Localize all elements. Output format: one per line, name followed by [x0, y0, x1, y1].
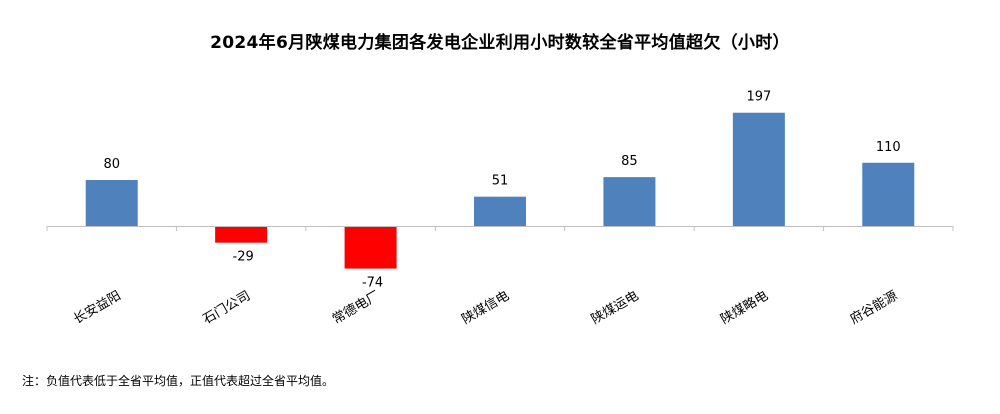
bar-value-label: -74 — [362, 276, 383, 291]
category-label: 常德电厂 — [330, 288, 383, 327]
chart-title: 2024年6月陕煤电力集团各发电企业利用小时数较全省平均值超欠（小时） — [210, 33, 790, 53]
value-labels-group: 80 -29 -74 51 85 197 110 — [103, 90, 900, 291]
bar-value-label: 197 — [746, 90, 771, 105]
bar — [474, 196, 526, 226]
category-label: 陕煤信电 — [459, 288, 512, 327]
category-label: 府谷能源 — [848, 288, 901, 327]
category-labels-group: 长安益阳 石门公司 常德电厂 陕煤信电 陕煤运电 陕煤略电 府谷能源 — [71, 288, 900, 328]
category-label: 石门公司 — [201, 288, 254, 327]
bar — [215, 226, 268, 243]
bars-group — [85, 112, 915, 269]
category-label: 陕煤略电 — [718, 288, 771, 328]
bar-value-label: 80 — [103, 157, 120, 172]
axis-ticks-group — [46, 226, 954, 231]
category-label: 长安益阳 — [71, 288, 124, 327]
bar — [85, 180, 138, 226]
bar — [862, 162, 915, 226]
chart-note: 注：负值代表低于全省平均值，正值代表超过全省平均值。 — [22, 374, 335, 388]
category-label: 陕煤运电 — [589, 288, 642, 327]
bar-value-label: 51 — [492, 174, 509, 189]
bar — [344, 226, 397, 269]
bar — [603, 177, 656, 226]
bar-value-label: 110 — [876, 140, 901, 155]
bar-value-label: 85 — [621, 154, 638, 169]
bar-value-label: -29 — [233, 250, 254, 265]
bar — [732, 112, 785, 226]
